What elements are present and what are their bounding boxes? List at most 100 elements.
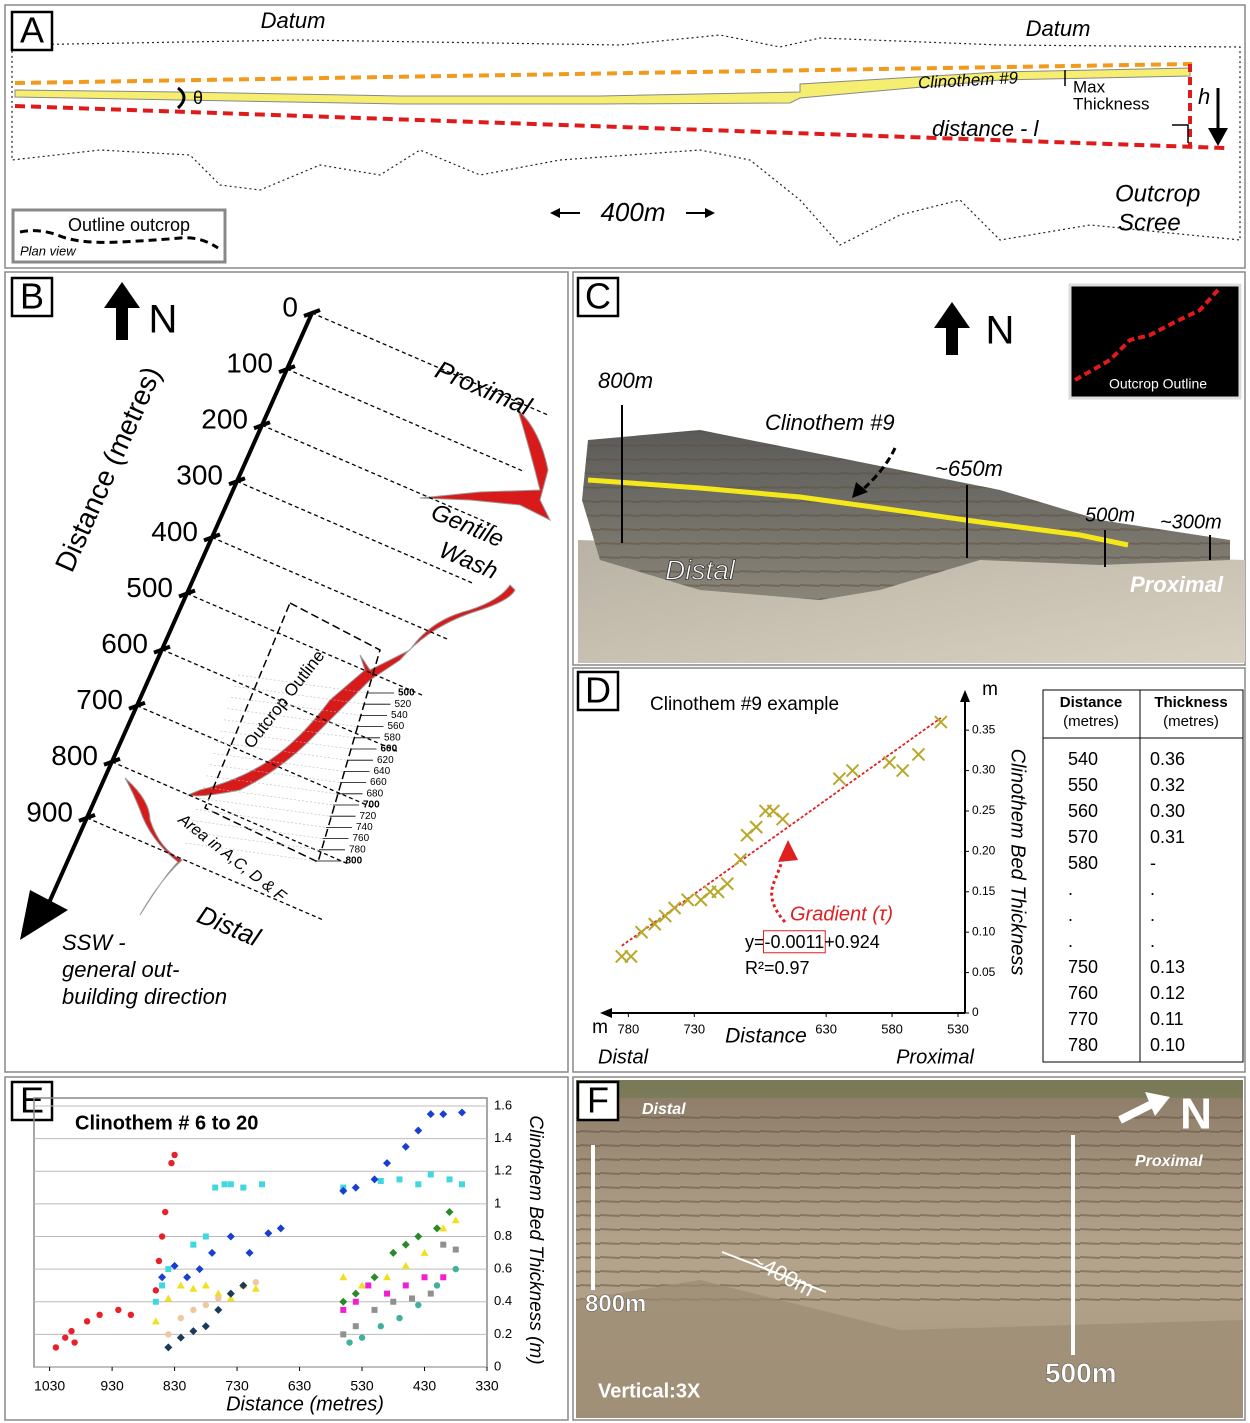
point — [346, 1339, 352, 1345]
distance-marker-label: ~650m — [935, 456, 1003, 481]
table-cell: 760 — [1068, 983, 1098, 1003]
point — [378, 1178, 384, 1184]
scree-label: Outcrop — [1115, 180, 1200, 207]
point — [421, 1249, 429, 1256]
axis-tick-label: 600 — [101, 628, 148, 659]
point — [397, 1176, 403, 1182]
point — [171, 1152, 177, 1158]
inset-tick-label: 580 — [384, 732, 401, 743]
point — [214, 1306, 222, 1314]
point — [440, 1242, 446, 1248]
point — [428, 1172, 434, 1178]
direction-label: building direction — [62, 984, 227, 1009]
axis-tick-label: 200 — [201, 404, 248, 435]
point — [222, 1181, 228, 1187]
inset-tick-label: 500 — [398, 688, 415, 699]
axis-tick-label: 100 — [226, 347, 273, 378]
y-tick-label: 0.4 — [494, 1293, 512, 1308]
point — [177, 1281, 185, 1288]
x-tick-label: 730 — [683, 1021, 705, 1036]
point — [402, 1143, 410, 1151]
table-cell: 0.31 — [1150, 827, 1185, 847]
distal-label: Distal — [642, 1101, 686, 1118]
point — [168, 1160, 174, 1166]
point — [389, 1249, 397, 1257]
proximal-label: Proximal — [1130, 572, 1224, 597]
distal-label: Distal — [598, 1046, 649, 1068]
chart-title: Clinothem #9 example — [650, 694, 839, 715]
point — [96, 1312, 102, 1318]
y-tick-label: 0.05 — [972, 965, 996, 979]
point — [352, 1184, 360, 1192]
proximal-label: Proximal — [1135, 1153, 1203, 1170]
point — [372, 1307, 378, 1313]
y-tick-label: 1.6 — [494, 1097, 512, 1112]
area-box — [205, 603, 380, 862]
table-cell: 550 — [1068, 775, 1098, 795]
point — [439, 1110, 447, 1118]
axis-tick-label: 300 — [176, 460, 223, 491]
table-cell: 750 — [1068, 957, 1098, 977]
point — [183, 1273, 191, 1281]
x-unit: m — [592, 1017, 608, 1038]
point — [847, 765, 859, 777]
distance-marker-label: 500m — [1085, 504, 1135, 526]
inset-tick-label: 720 — [360, 811, 377, 822]
distance-marker-label: 800m — [598, 368, 653, 393]
point — [228, 1181, 234, 1187]
point — [203, 1302, 209, 1308]
point — [833, 773, 845, 785]
x-tick-label: 830 — [163, 1378, 187, 1394]
inset-tick-label: 740 — [356, 822, 373, 833]
direction-label: SSW - — [62, 930, 126, 955]
point — [353, 1323, 359, 1329]
point — [115, 1307, 121, 1313]
y-tick-label: 0.8 — [494, 1228, 512, 1243]
table-cell: . — [1150, 905, 1155, 925]
point — [246, 1249, 254, 1257]
distance-marker-label: ~300m — [1160, 511, 1222, 533]
point — [750, 821, 762, 833]
point — [636, 926, 648, 938]
distal-label: Distal — [193, 899, 266, 952]
point — [403, 1282, 409, 1288]
exaggeration-label: Vertical:3X — [598, 1380, 701, 1402]
inset-tick-label: 780 — [349, 844, 366, 855]
panel-label: E — [20, 1080, 44, 1121]
point — [202, 1281, 210, 1288]
direction-label: general out- — [62, 957, 179, 982]
equation: y= — [745, 932, 765, 952]
point — [396, 1315, 402, 1321]
x-tick-label: 330 — [475, 1378, 499, 1394]
right-angle — [1172, 125, 1188, 143]
point — [458, 1109, 466, 1117]
table-cell: 560 — [1068, 801, 1098, 821]
panel-f-photo — [576, 1080, 1243, 1418]
panel-label: A — [20, 10, 44, 51]
axis-title: Distance (metres) — [49, 362, 167, 576]
point — [414, 1126, 422, 1134]
inset-tick-label: 520 — [395, 699, 412, 710]
scale-arrow-head — [705, 208, 715, 218]
y-tick-label: 0.2 — [494, 1326, 512, 1341]
point — [84, 1318, 90, 1324]
x-axis-label: Distance (metres) — [226, 1393, 384, 1415]
axis-tick-label: 0 — [282, 291, 298, 322]
point — [422, 1274, 428, 1280]
point — [202, 1322, 210, 1330]
gradient-pointer-head — [778, 840, 798, 862]
table-cell: - — [1150, 853, 1156, 873]
table-header: Distance — [1060, 694, 1123, 711]
x-tick-label: 1030 — [34, 1378, 65, 1394]
x-tick-label: 630 — [815, 1021, 837, 1036]
point — [339, 1273, 347, 1280]
table-cell: 0.30 — [1150, 801, 1185, 821]
table-cell: 0.36 — [1150, 749, 1185, 769]
point — [365, 1282, 371, 1288]
datum-label: Datum — [1026, 16, 1091, 41]
y-tick-label: 0.10 — [972, 924, 996, 938]
area-label: Area in A,C, D & F — [174, 810, 289, 905]
y-tick-label: 0.25 — [972, 803, 996, 817]
distance-label: distance - l — [932, 116, 1039, 141]
panel-c-photo — [576, 275, 1245, 663]
